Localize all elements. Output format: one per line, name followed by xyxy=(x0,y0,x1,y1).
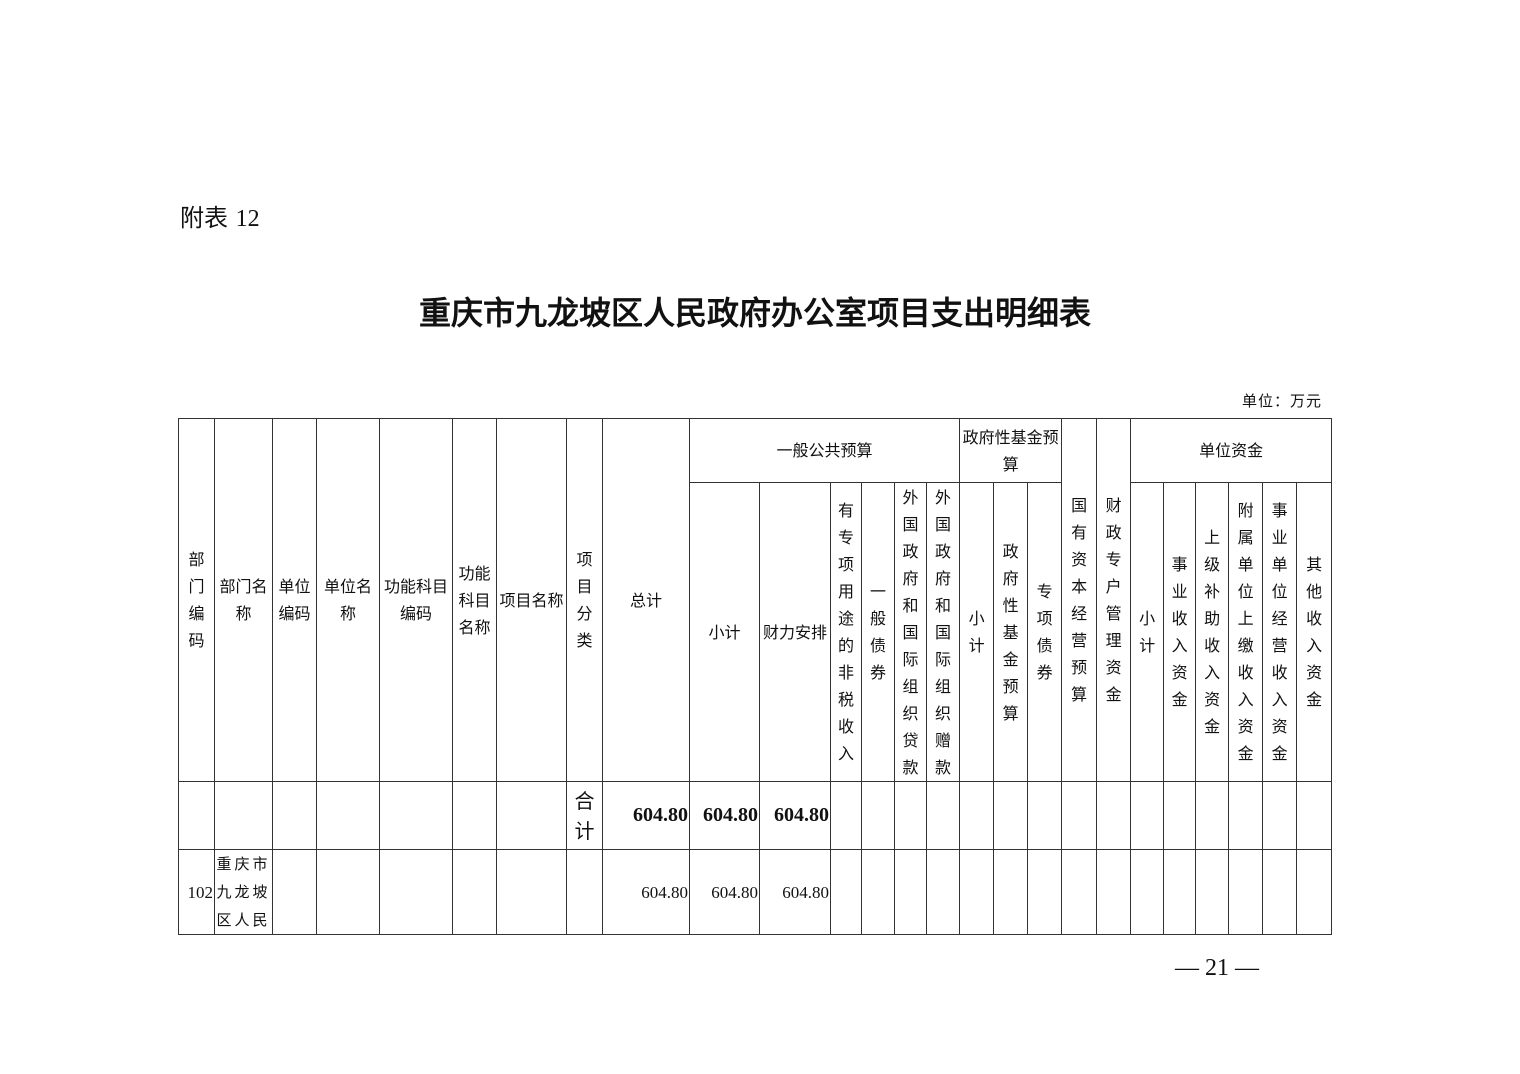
table-cell xyxy=(1163,781,1197,850)
header-general-sub: 小计 xyxy=(689,482,760,782)
header-project-name: 项目名称 xyxy=(496,418,567,782)
table-cell xyxy=(993,849,1029,935)
table-cell xyxy=(1061,849,1098,935)
header-general-budget: 一般公共预算 xyxy=(688,418,961,483)
table-cell xyxy=(1163,849,1197,935)
header-unit-code: 单位编码 xyxy=(272,418,317,782)
header-dept-code: 部门编码 xyxy=(178,418,215,782)
header-unit-funds: 单位资金 xyxy=(1130,418,1333,483)
header-unit-funds-sub: 附属单位上缴收入资金 xyxy=(1228,482,1264,782)
table-row: 102 重庆市九龙坡区人民 604.80 604.80 604.80 xyxy=(178,849,1333,935)
total-general-subtotal: 604.80 xyxy=(689,781,760,850)
table-cell xyxy=(1228,849,1264,935)
table-cell xyxy=(830,781,862,850)
row-total: 604.80 xyxy=(602,849,690,935)
table-cell xyxy=(379,849,453,935)
total-amount: 604.80 xyxy=(602,781,690,850)
table-row: 部门编码 部门名称 单位编码 单位名称 功能科目编码 功能科目名称 项目名称 项目分类 总计 一般… xyxy=(178,418,1333,782)
table-cell xyxy=(894,781,927,850)
table-cell xyxy=(178,781,215,850)
table-cell xyxy=(214,781,273,850)
table-cell xyxy=(1296,781,1333,850)
header-fiscal-account: 财政专户管理资金 xyxy=(1096,418,1132,782)
header-dept-name: 部门名称 xyxy=(214,418,273,782)
table-cell xyxy=(1027,849,1063,935)
dept-code: 102 xyxy=(178,849,215,935)
project-expenditure-table: 部门编码 部门名称 单位编码 单位名称 功能科目编码 功能科目名称 项目名称 项目分类 总计 一般… xyxy=(178,418,1333,935)
table-cell xyxy=(861,781,895,850)
header-general-sub: 外国政府和国际组织贷款 xyxy=(894,482,927,782)
header-general-sub: 有专项用途的非税收入 xyxy=(830,482,862,782)
table-cell xyxy=(272,849,317,935)
table-cell xyxy=(1130,849,1165,935)
header-unit-funds-sub: 事业单位经营收入资金 xyxy=(1262,482,1298,782)
header-project-category: 项目分类 xyxy=(566,418,603,782)
header-general-sub: 外国政府和国际组织赠款 xyxy=(925,482,961,782)
table-cell xyxy=(1096,849,1132,935)
table-cell xyxy=(1296,849,1333,935)
total-financial-arrangement: 604.80 xyxy=(759,781,831,850)
table-cell xyxy=(316,849,380,935)
table-cell xyxy=(566,849,603,935)
header-gov-fund-sub: 政府性基金预算 xyxy=(993,482,1029,782)
table-cell xyxy=(959,781,995,850)
table-cell xyxy=(894,849,927,935)
header-unit-funds-sub: 事业收入资金 xyxy=(1163,482,1197,782)
annex-text: 附表 xyxy=(180,204,228,232)
table-row: 合计 604.80 604.80 604.80 xyxy=(178,781,1333,850)
page-number: — 21 — xyxy=(1175,955,1259,981)
table-cell xyxy=(316,781,380,850)
page-title: 重庆市九龙坡区人民政府办公室项目支出明细表 xyxy=(418,294,1091,332)
table-cell xyxy=(1262,849,1298,935)
table-cell xyxy=(830,849,862,935)
table-cell xyxy=(452,849,497,935)
header-general-sub: 一般债券 xyxy=(861,482,895,782)
table-cell xyxy=(496,781,567,850)
table-cell xyxy=(1096,781,1132,850)
header-gov-fund-sub: 小计 xyxy=(959,482,995,782)
header-unit-funds-sub: 上级补助收入资金 xyxy=(1195,482,1230,782)
header-unit-funds-sub: 其他收入资金 xyxy=(1296,482,1333,782)
table-cell xyxy=(1262,781,1298,850)
table-cell xyxy=(993,781,1029,850)
header-total: 总计 xyxy=(602,418,690,782)
table-cell xyxy=(1228,781,1264,850)
row-financial-arrangement: 604.80 xyxy=(759,849,831,935)
table-cell xyxy=(1195,781,1230,850)
header-state-capital: 国有资本经营预算 xyxy=(1061,418,1098,782)
table-cell xyxy=(379,781,453,850)
header-func-name: 功能科目名称 xyxy=(452,418,497,782)
header-gov-fund-sub: 专项债券 xyxy=(1027,482,1063,782)
header-func-code: 功能科目编码 xyxy=(379,418,453,782)
annex-label: 附表 12 xyxy=(180,198,260,233)
unit-label: 单位：万元 xyxy=(1241,392,1322,410)
table-cell xyxy=(272,781,317,850)
header-unit-name: 单位名称 xyxy=(316,418,380,782)
table-cell xyxy=(452,781,497,850)
header-general-sub: 财力安排 xyxy=(759,482,831,782)
table-cell xyxy=(861,849,895,935)
total-label: 合计 xyxy=(566,781,603,850)
dept-name: 重庆市九龙坡区人民 xyxy=(214,849,273,935)
table-cell xyxy=(1195,849,1230,935)
table-cell xyxy=(925,849,961,935)
header-gov-fund-budget: 政府性基金预算 xyxy=(959,418,1063,483)
header-unit-funds-sub: 小计 xyxy=(1130,482,1165,782)
table-cell xyxy=(496,849,567,935)
table-cell xyxy=(1061,781,1098,850)
row-general-subtotal: 604.80 xyxy=(689,849,760,935)
table-row: 小计 财力安排 有专项用途的非税收入 一般债券 外国政府和国际组织贷款 外国政府和国际组织… xyxy=(179,482,1333,782)
table-cell xyxy=(1027,781,1063,850)
annex-number: 12 xyxy=(235,206,260,232)
table-cell xyxy=(959,849,995,935)
table-cell xyxy=(1130,781,1165,850)
table-cell xyxy=(925,781,961,850)
